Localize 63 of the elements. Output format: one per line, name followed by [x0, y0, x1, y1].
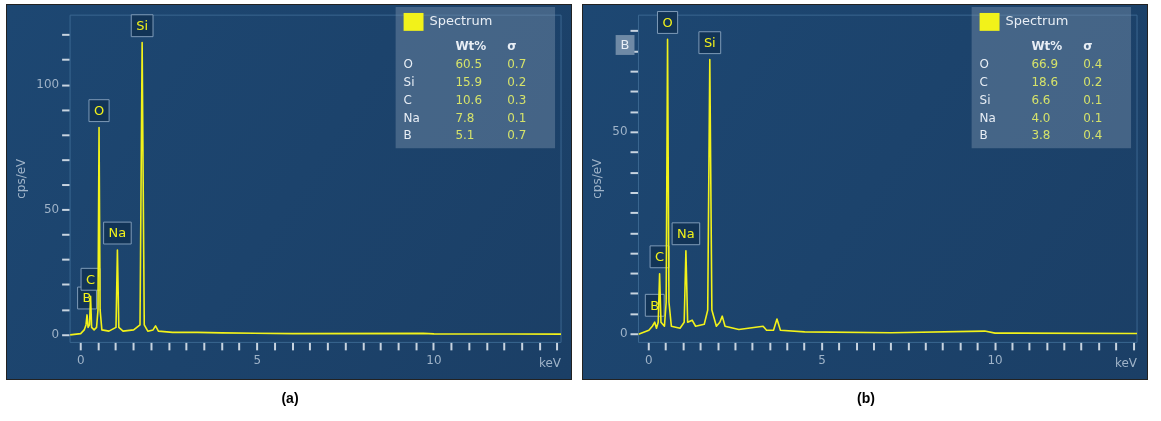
annotation: 3.8 — [1031, 128, 1051, 143]
annotation: 10.6 — [455, 92, 483, 107]
annotation: 6.6 — [1031, 92, 1051, 107]
annotation: O — [662, 14, 673, 30]
x-tick-label: 5 — [818, 352, 826, 367]
annotation: B — [82, 290, 92, 306]
annotation: 0.7 — [507, 56, 527, 71]
y-tick-label: 50 — [612, 124, 628, 139]
legend-label: Spectrum — [429, 13, 493, 29]
annotation: 66.9 — [1031, 56, 1059, 71]
x-axis-title: keV — [539, 356, 562, 370]
annotation: O — [979, 56, 990, 71]
annotation: Si — [403, 74, 415, 89]
annotation: Si — [703, 35, 716, 51]
annotation: 18.6 — [1031, 74, 1059, 89]
annotation: σ — [507, 38, 517, 53]
annotation: 60.5 — [455, 56, 483, 71]
annotation: 0.1 — [507, 110, 527, 125]
annotation: 0.3 — [507, 92, 527, 107]
annotation: B — [979, 128, 988, 143]
x-tick-label: 0 — [645, 352, 653, 367]
annotation: Si — [136, 18, 149, 34]
annotation: 0.2 — [507, 74, 527, 89]
legend-label: Spectrum — [1005, 13, 1069, 29]
x-tick-label: 0 — [76, 352, 85, 367]
annotation: 0.4 — [1083, 56, 1103, 71]
annotation: 0.1 — [1083, 92, 1103, 107]
x-tick-label: 10 — [426, 352, 442, 367]
annotation: Wt% — [1031, 38, 1063, 53]
x-tick-label: 5 — [253, 352, 262, 367]
annotation: C — [979, 74, 988, 89]
annotation: 0.4 — [1083, 128, 1103, 143]
annotation: 0.2 — [1083, 74, 1103, 89]
text: (a) — [280, 390, 300, 406]
annotation: O — [93, 103, 105, 118]
annotation: 4.0 — [1031, 110, 1051, 125]
annotation: 7.8 — [455, 110, 475, 125]
annotation: C — [655, 249, 665, 265]
annotation: B — [403, 128, 412, 143]
annotation: Na — [108, 225, 127, 241]
text: B — [620, 37, 630, 53]
annotation: 5.1 — [455, 128, 475, 143]
annotation: O — [403, 56, 414, 71]
annotation: Wt% — [455, 38, 487, 53]
y-axis-title: cps/eV — [590, 158, 605, 199]
x-axis-title: keV — [1115, 356, 1138, 370]
annotation: 0.1 — [1083, 110, 1103, 125]
annotation: C — [403, 92, 412, 107]
annotation: B — [650, 297, 660, 313]
annotation: C — [86, 271, 96, 287]
y-tick-label: 0 — [51, 327, 60, 342]
annotation: Na — [979, 110, 996, 125]
y-axis-title: cps/eV — [14, 158, 29, 199]
y-tick-label: 100 — [36, 77, 60, 92]
annotation: Na — [677, 226, 695, 242]
annotation: Si — [979, 92, 991, 107]
annotation: 0.7 — [507, 128, 527, 143]
annotation: 15.9 — [455, 74, 483, 89]
annotation: Na — [403, 110, 420, 125]
x-tick-label: 10 — [987, 352, 1003, 367]
text: (b) — [856, 390, 876, 406]
y-tick-label: 50 — [43, 202, 60, 217]
annotation: σ — [1083, 38, 1093, 53]
